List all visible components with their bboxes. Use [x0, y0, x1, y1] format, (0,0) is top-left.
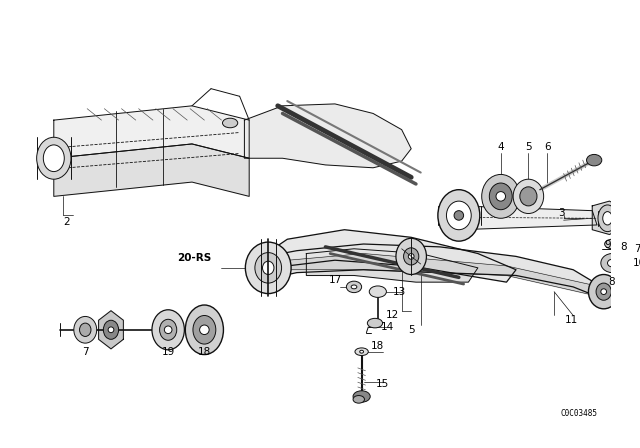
Ellipse shape	[36, 137, 71, 179]
Polygon shape	[592, 201, 619, 234]
Text: 17: 17	[328, 275, 342, 285]
Ellipse shape	[490, 183, 512, 210]
Ellipse shape	[353, 396, 365, 403]
Ellipse shape	[598, 205, 617, 232]
Ellipse shape	[164, 326, 172, 334]
Ellipse shape	[223, 118, 237, 128]
Text: 12: 12	[385, 310, 399, 320]
Ellipse shape	[601, 254, 624, 272]
Text: 6: 6	[544, 142, 551, 152]
Text: C0C03485: C0C03485	[561, 409, 598, 418]
Ellipse shape	[353, 391, 370, 402]
Text: 11: 11	[564, 315, 578, 325]
Ellipse shape	[482, 174, 520, 218]
Text: 9: 9	[604, 240, 611, 250]
Ellipse shape	[616, 207, 631, 230]
Text: 5: 5	[408, 325, 415, 335]
Text: 8: 8	[620, 242, 627, 252]
Text: 14: 14	[381, 322, 394, 332]
Text: 7: 7	[82, 347, 88, 357]
Text: 13: 13	[393, 287, 406, 297]
Ellipse shape	[607, 259, 617, 267]
Ellipse shape	[193, 315, 216, 344]
Ellipse shape	[159, 319, 177, 340]
Ellipse shape	[605, 239, 620, 249]
Text: 7: 7	[634, 244, 640, 254]
Ellipse shape	[628, 209, 640, 228]
Ellipse shape	[79, 323, 91, 336]
Ellipse shape	[454, 211, 463, 220]
Text: 15: 15	[376, 379, 389, 389]
Ellipse shape	[74, 316, 97, 343]
Ellipse shape	[586, 155, 602, 166]
Ellipse shape	[262, 261, 274, 275]
Ellipse shape	[603, 211, 612, 225]
Ellipse shape	[355, 348, 368, 356]
Text: 2: 2	[63, 217, 70, 227]
Ellipse shape	[496, 192, 506, 201]
Ellipse shape	[186, 305, 223, 354]
Ellipse shape	[351, 285, 357, 289]
Text: 19: 19	[161, 347, 175, 357]
Ellipse shape	[369, 286, 387, 297]
Polygon shape	[266, 244, 609, 298]
Ellipse shape	[245, 242, 291, 293]
Polygon shape	[54, 106, 249, 158]
Ellipse shape	[601, 289, 607, 294]
Ellipse shape	[396, 238, 426, 275]
Ellipse shape	[367, 319, 383, 328]
Ellipse shape	[360, 350, 364, 353]
Polygon shape	[278, 254, 592, 294]
Ellipse shape	[44, 145, 64, 172]
Polygon shape	[54, 144, 249, 196]
Ellipse shape	[200, 325, 209, 335]
Text: 10: 10	[632, 258, 640, 268]
Ellipse shape	[513, 179, 543, 214]
Ellipse shape	[438, 190, 480, 241]
Ellipse shape	[447, 201, 471, 230]
Polygon shape	[244, 104, 411, 168]
Ellipse shape	[620, 212, 627, 224]
Polygon shape	[307, 249, 478, 282]
Ellipse shape	[596, 283, 611, 300]
Ellipse shape	[408, 254, 414, 259]
Text: 18: 18	[198, 347, 211, 357]
Ellipse shape	[255, 253, 282, 283]
Ellipse shape	[588, 275, 619, 309]
Polygon shape	[459, 206, 597, 230]
Ellipse shape	[152, 310, 184, 350]
Text: 18: 18	[371, 341, 385, 351]
Text: 5: 5	[525, 142, 532, 152]
Polygon shape	[266, 230, 516, 282]
Text: 3: 3	[559, 207, 565, 218]
Ellipse shape	[404, 248, 419, 265]
Ellipse shape	[346, 281, 362, 293]
Text: 4: 4	[497, 142, 504, 152]
Polygon shape	[99, 311, 124, 349]
Text: 8: 8	[608, 277, 614, 287]
Ellipse shape	[104, 320, 118, 339]
Text: 20-RS: 20-RS	[177, 253, 211, 263]
Ellipse shape	[108, 327, 114, 333]
Ellipse shape	[520, 187, 537, 206]
